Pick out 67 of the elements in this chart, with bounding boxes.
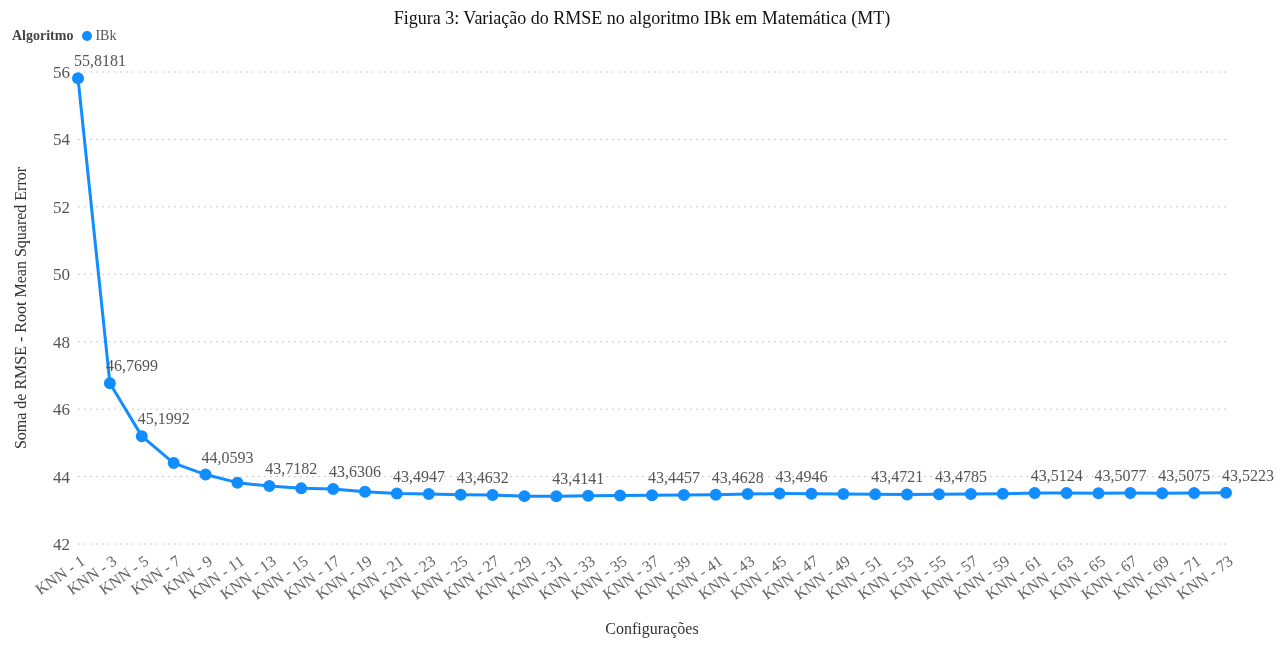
point (103, 377, 116, 390)
point (805, 487, 818, 500)
point (964, 488, 977, 501)
data-label: 43,4457 (648, 469, 700, 487)
point (773, 487, 786, 500)
y-tick-label: 42 (53, 535, 70, 555)
data-label: 43,5124 (1030, 467, 1083, 485)
point (1092, 487, 1105, 500)
point (359, 485, 371, 498)
point (646, 489, 658, 502)
y-tick-label: 50 (53, 265, 70, 285)
y-tick-label: 56 (53, 63, 70, 83)
data-label: 55,8181 (74, 52, 126, 70)
point (1220, 486, 1232, 499)
point (582, 489, 595, 502)
data-label: 43,4632 (456, 468, 509, 486)
data-label: 43,4946 (775, 467, 828, 485)
point (677, 489, 690, 502)
data-label: 43,4947 (392, 467, 445, 485)
point (327, 483, 340, 496)
legend-label: IBk (94, 28, 117, 44)
point (933, 488, 945, 501)
point (518, 490, 531, 503)
y-tick-label: 52 (53, 197, 70, 217)
point (72, 72, 84, 85)
y-tick-label: 44 (53, 467, 71, 487)
point (199, 468, 212, 481)
point (135, 430, 148, 443)
point (422, 488, 435, 501)
point (454, 488, 467, 501)
data-label: 43,6306 (329, 463, 382, 481)
data-label: 43,4785 (935, 468, 987, 486)
y-tick-label: 46 (53, 400, 70, 420)
y-axis-title: Soma de RMSE - Root Mean Squared Error (11, 166, 30, 450)
point (295, 482, 308, 495)
point (837, 488, 850, 501)
data-label: 43,5075 (1158, 467, 1211, 485)
point (231, 476, 244, 489)
data-label: 43,4141 (552, 470, 605, 488)
data-label: 43,4628 (711, 468, 764, 486)
point (263, 480, 276, 493)
chart-title: Figura 3: Variação do RMSE no algoritmo IBk em Matemática (MT) (392, 8, 892, 28)
point (996, 487, 1009, 500)
point (486, 489, 499, 502)
data-label: 43,7182 (265, 460, 318, 478)
point (869, 488, 882, 501)
point (741, 488, 754, 501)
data-label: 43,5077 (1094, 467, 1147, 485)
point (390, 487, 403, 500)
point (167, 457, 180, 470)
point (709, 488, 722, 501)
point (1028, 487, 1041, 500)
y-tick-label: 54 (53, 130, 71, 150)
point (901, 488, 914, 501)
y-tick-label: 48 (53, 332, 70, 352)
data-label: 43,4721 (871, 468, 924, 486)
point (550, 490, 563, 503)
point (1156, 487, 1169, 500)
point (1188, 487, 1201, 500)
data-label: 44,0593 (201, 448, 254, 466)
data-label: 45,1992 (137, 410, 190, 428)
point (1060, 487, 1073, 500)
data-label: 43,5223 (1222, 466, 1274, 484)
point (1124, 487, 1137, 500)
x-axis-title: Configurações (605, 620, 699, 638)
point (614, 489, 627, 502)
legend-title: Algoritmo (12, 28, 74, 44)
